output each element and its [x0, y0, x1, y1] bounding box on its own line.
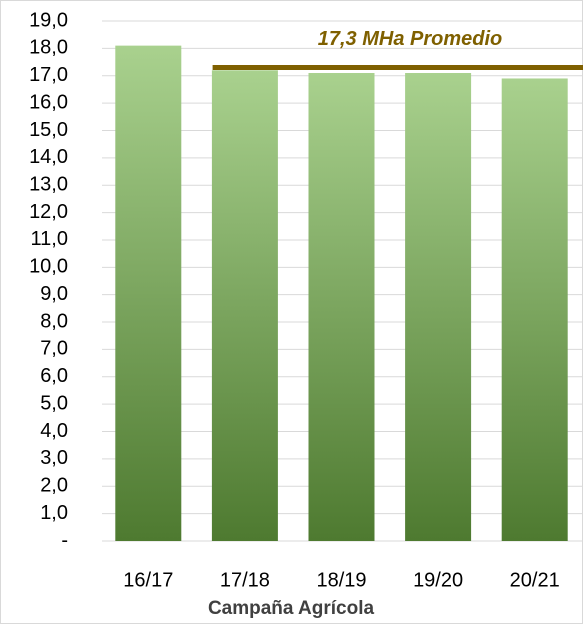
x-tick-label: 18/19: [316, 569, 366, 591]
y-tick-label: 13,0: [29, 173, 68, 195]
y-tick-label: 15,0: [29, 119, 68, 141]
y-tick-label: 10,0: [29, 256, 68, 278]
bar: [308, 73, 375, 541]
y-tick-label: 7,0: [40, 338, 68, 360]
bar: [115, 45, 182, 541]
y-tick-label: 4,0: [40, 420, 68, 442]
y-tick-label: 16,0: [29, 91, 68, 113]
y-tick-label: 11,0: [31, 228, 68, 250]
y-tick-label: 3,0: [40, 447, 68, 469]
bar: [211, 70, 278, 542]
y-tick-label: 12,0: [29, 201, 68, 223]
x-tick-label: 19/20: [413, 569, 463, 591]
y-tick-label: 17,0: [29, 64, 68, 86]
y-tick-label: -: [61, 529, 68, 551]
y-tick-label: 14,0: [29, 146, 68, 168]
x-tick-label: 20/21: [510, 569, 560, 591]
x-axis-title: Campaña Agrícola: [208, 598, 375, 619]
x-tick-label: 17/18: [220, 569, 270, 591]
average-label: 17,3 MHa Promedio: [318, 28, 503, 50]
y-tick-label: 8,0: [40, 310, 68, 332]
bar: [405, 73, 472, 541]
x-tick-label: 16/17: [123, 569, 173, 591]
y-tick-label: 19,0: [29, 9, 68, 31]
y-tick-label: 5,0: [40, 392, 68, 414]
bar: [501, 78, 568, 541]
y-tick-label: 6,0: [40, 365, 68, 387]
y-tick-label: 18,0: [29, 37, 68, 59]
y-tick-label: 1,0: [40, 502, 68, 524]
y-tick-label: 2,0: [40, 475, 68, 497]
y-tick-label: 9,0: [40, 283, 68, 305]
